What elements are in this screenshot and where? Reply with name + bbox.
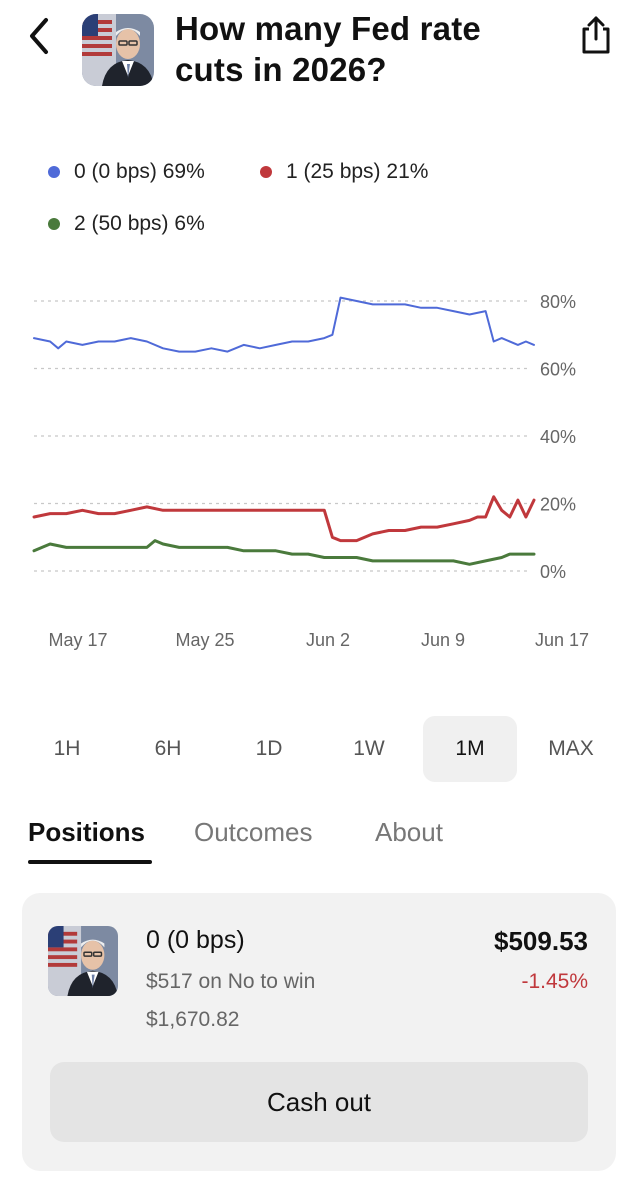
y-tick-label: 60% xyxy=(540,360,576,380)
x-tick-label: Jun 2 xyxy=(306,630,350,650)
x-tick-label: Jun 17 xyxy=(535,630,589,650)
legend-dot-icon xyxy=(48,218,60,230)
series-line-1 xyxy=(32,495,536,543)
legend-label: 2 (50 bps) 6% xyxy=(74,212,205,235)
range-1d[interactable]: 1D xyxy=(255,737,283,760)
x-tick-label: May 25 xyxy=(175,630,234,650)
x-tick-label: May 17 xyxy=(48,630,107,650)
range-max[interactable]: MAX xyxy=(548,737,594,760)
legend-item-1: 1 (25 bps) 21% xyxy=(260,158,428,186)
legend-dot-icon xyxy=(260,166,272,178)
page-title: How many Fed rate cuts in 2026? xyxy=(175,10,481,88)
position-stake: $517 on No to win xyxy=(146,970,316,993)
y-tick-label: 80% xyxy=(540,292,576,312)
legend-dot-icon xyxy=(48,166,60,178)
position-outcome-name: 0 (0 bps) xyxy=(146,926,245,954)
back-button[interactable] xyxy=(22,14,62,58)
share-icon xyxy=(582,16,610,54)
share-button[interactable] xyxy=(578,14,614,56)
range-1m[interactable]: 1M xyxy=(423,716,517,782)
probability-chart[interactable]: 80% 60% 40% 20% 0% May 17 May 25 Jun 2 Jun 9 Jun … xyxy=(0,270,638,670)
position-value: $509.53 xyxy=(494,926,588,956)
series-line-2 xyxy=(32,539,536,566)
y-tick-label: 0% xyxy=(540,562,566,582)
range-6h[interactable]: 6H xyxy=(154,737,182,760)
tab-outcomes[interactable]: Outcomes xyxy=(194,817,313,847)
series-line-0 xyxy=(33,296,535,353)
legend-label: 0 (0 bps) 69% xyxy=(74,160,205,183)
active-tab-indicator xyxy=(28,860,152,864)
range-1w[interactable]: 1W xyxy=(353,737,385,760)
position-change: -1.45% xyxy=(521,970,588,993)
cash-out-button[interactable]: Cash out xyxy=(50,1062,588,1142)
tab-about[interactable]: About xyxy=(375,817,443,847)
legend-label: 1 (25 bps) 21% xyxy=(286,160,429,183)
position-win-amount: $1,670.82 xyxy=(146,1008,240,1031)
range-1h[interactable]: 1H xyxy=(53,737,81,760)
x-tick-label: Jun 9 xyxy=(421,630,465,650)
legend-item-0: 0 (0 bps) 69% xyxy=(48,158,205,186)
tab-positions[interactable]: Positions xyxy=(28,817,146,847)
market-avatar xyxy=(82,14,154,86)
chevron-left-icon xyxy=(30,18,48,54)
position-avatar xyxy=(48,926,118,996)
y-tick-label: 40% xyxy=(540,427,576,447)
y-tick-label: 20% xyxy=(540,495,576,515)
legend-item-2: 2 (50 bps) 6% xyxy=(48,210,205,238)
